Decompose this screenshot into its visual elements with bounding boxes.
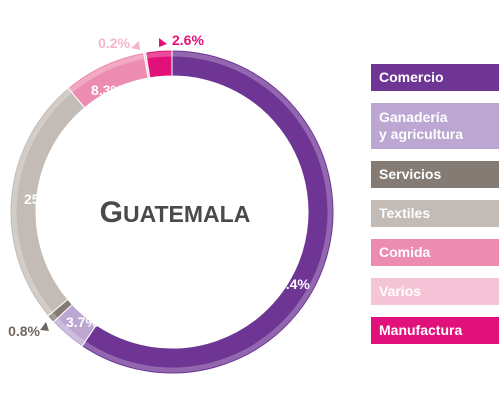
pointer-manufactura (159, 38, 167, 47)
legend-item-varios: Varios (371, 278, 499, 305)
label-comercio: 59.4% (270, 276, 310, 292)
legend-item-comida: Comida (371, 239, 499, 266)
legend-item-textiles: Textiles (371, 200, 499, 227)
slice-rim (68, 53, 145, 93)
legend-item-servicios: Servicios (371, 161, 499, 188)
pointer-servicios (40, 322, 49, 331)
slice-rim (145, 51, 173, 59)
chart-title: GUATEMALA (100, 196, 251, 229)
slice-rim (82, 51, 333, 373)
legend-label: Comida (379, 244, 431, 260)
legend-item-ganader-a-y-agricultura: Ganadería y agricultura (371, 103, 499, 149)
legend-label: Servicios (379, 166, 442, 182)
legend-label: Ganadería (379, 109, 448, 125)
slice-rim (11, 88, 73, 316)
label-ganader-a-y-agricultura: 3.7% (66, 314, 98, 330)
label-manufactura: 2.6% (172, 32, 204, 48)
slice-rim (54, 317, 86, 346)
label-comida: 8.3% (91, 82, 123, 98)
legend-label: Comercio (379, 69, 444, 85)
legend-label: y agricultura (379, 126, 464, 142)
legend-label: Textiles (379, 205, 431, 221)
slice-manufactura (145, 49, 173, 79)
legend: Comercio Ganadería y agricultura Servicios T… (371, 64, 499, 356)
legend-item-manufactura: Manufactura (371, 317, 499, 344)
slice-comercio (81, 49, 335, 375)
label-textiles: 25% (24, 191, 53, 207)
slice-comida (67, 51, 149, 109)
legend-item-comercio: Comercio (371, 64, 499, 91)
pointer-varios (131, 41, 140, 50)
label-servicios: 0.8% (8, 323, 40, 339)
label-varios: 0.2% (98, 35, 130, 51)
legend-label: Manufactura (379, 322, 463, 338)
slice-labels: 59.4% 3.7% 0.8% 25% 8.3% 0.2% 2.6% (8, 32, 310, 339)
legend-label: Varios (379, 283, 422, 299)
donut-slices (9, 49, 335, 375)
slice-rim (48, 311, 58, 322)
